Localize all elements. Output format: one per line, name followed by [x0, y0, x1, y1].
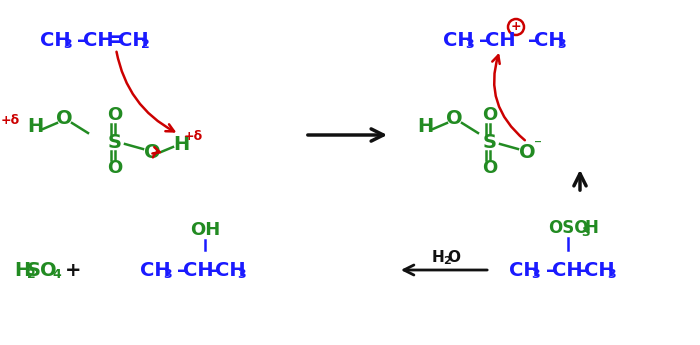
Text: –: –: [528, 30, 538, 49]
Text: CH: CH: [215, 260, 245, 279]
Text: –: –: [578, 260, 588, 279]
Text: O: O: [56, 109, 72, 128]
Text: 2: 2: [443, 256, 451, 266]
Text: 3: 3: [162, 268, 172, 282]
Text: –: –: [177, 260, 187, 279]
Text: 3: 3: [607, 268, 615, 282]
Text: 4: 4: [52, 268, 62, 282]
Text: +: +: [64, 260, 81, 279]
Text: 2: 2: [27, 268, 36, 282]
Text: H: H: [27, 118, 43, 137]
Text: SO: SO: [27, 260, 57, 279]
Text: H: H: [173, 136, 189, 155]
Text: =: =: [107, 30, 125, 50]
Text: –: –: [209, 260, 219, 279]
Text: CH: CH: [40, 30, 70, 49]
Text: CH: CH: [83, 30, 113, 49]
Text: CH: CH: [118, 30, 148, 49]
Text: O: O: [446, 109, 462, 128]
Text: –: –: [77, 30, 87, 49]
Text: CH: CH: [140, 260, 170, 279]
Text: ⁻: ⁻: [534, 138, 542, 152]
Text: OH: OH: [190, 221, 220, 239]
Text: O: O: [107, 159, 122, 177]
Text: O: O: [482, 106, 498, 124]
Text: H: H: [14, 260, 30, 279]
Text: S: S: [108, 132, 122, 151]
Text: CH: CH: [442, 30, 473, 49]
Text: O: O: [447, 249, 461, 265]
Text: 3: 3: [581, 226, 589, 238]
Text: 3: 3: [556, 39, 566, 51]
Text: OSO: OSO: [547, 219, 588, 237]
Text: 3: 3: [63, 39, 71, 51]
Text: CH: CH: [183, 260, 214, 279]
Text: 3: 3: [532, 268, 540, 282]
Text: CH: CH: [484, 30, 515, 49]
Text: O: O: [519, 142, 536, 161]
Text: H: H: [417, 118, 433, 137]
Text: +δ: +δ: [183, 130, 202, 144]
Text: 3: 3: [238, 268, 246, 282]
Text: O: O: [107, 106, 122, 124]
Text: +δ: +δ: [1, 114, 20, 127]
Text: –: –: [546, 260, 556, 279]
Text: O: O: [144, 142, 160, 161]
Text: CH: CH: [552, 260, 582, 279]
Text: H: H: [584, 219, 598, 237]
Text: 2: 2: [141, 39, 149, 51]
Text: CH: CH: [533, 30, 564, 49]
Text: O: O: [482, 159, 498, 177]
Text: S: S: [483, 132, 497, 151]
Text: H: H: [432, 249, 444, 265]
Text: CH: CH: [584, 260, 615, 279]
Text: –: –: [480, 30, 489, 49]
Text: +: +: [511, 20, 522, 33]
Text: CH: CH: [509, 260, 539, 279]
Text: 3: 3: [466, 39, 475, 51]
